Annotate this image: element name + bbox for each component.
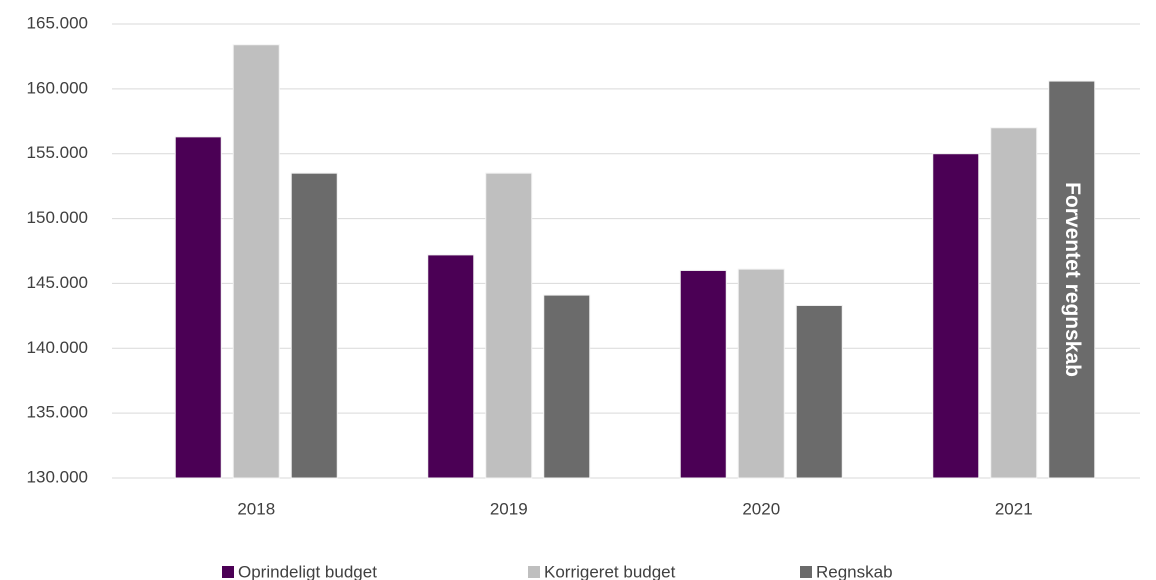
bar <box>485 172 533 479</box>
legend-label: Regnskab <box>816 562 893 580</box>
legend-label: Oprindeligt budget <box>238 562 377 580</box>
y-tick-label: 150.000 <box>27 208 88 227</box>
y-tick-label: 165.000 <box>27 13 88 32</box>
x-tick-label: 2018 <box>237 499 275 518</box>
bar <box>543 294 591 479</box>
y-tick-label: 135.000 <box>27 403 88 422</box>
legend-swatch <box>528 566 540 578</box>
bar <box>290 172 338 479</box>
legend-swatch <box>800 566 812 578</box>
bar <box>174 136 222 479</box>
bar <box>427 254 475 479</box>
bar <box>795 304 843 479</box>
annotation: Forventet regnskab <box>1061 182 1084 377</box>
y-tick-label: 160.000 <box>27 78 88 97</box>
bar <box>679 269 727 479</box>
bar <box>232 44 280 479</box>
bar <box>932 153 980 479</box>
y-tick-label: 140.000 <box>27 338 88 357</box>
bar <box>990 127 1038 479</box>
legend-label: Korrigeret budget <box>544 562 676 580</box>
bar <box>737 268 785 479</box>
x-tick-label: 2021 <box>995 499 1033 518</box>
y-tick-label: 155.000 <box>27 143 88 162</box>
legend-swatch <box>222 566 234 578</box>
x-tick-label: 2020 <box>742 499 780 518</box>
bar <box>1048 80 1096 479</box>
y-tick-label: 130.000 <box>27 467 88 486</box>
x-tick-label: 2019 <box>490 499 528 518</box>
y-tick-label: 145.000 <box>27 273 88 292</box>
